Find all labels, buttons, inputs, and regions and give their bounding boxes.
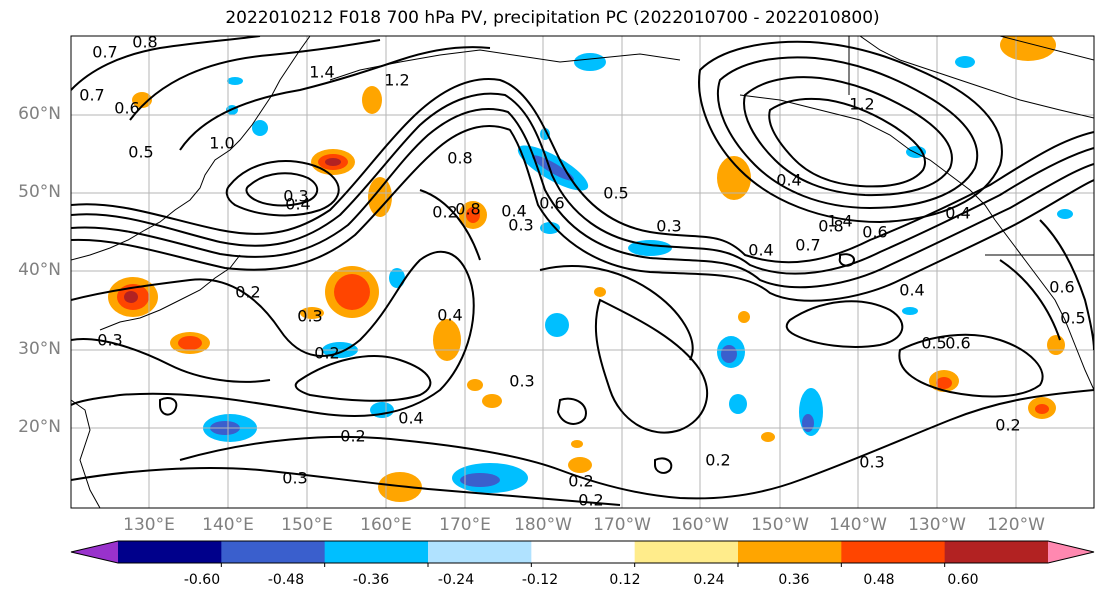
lon-label-140e: 140°E [202, 515, 254, 535]
contour-label: 1.0 [209, 133, 235, 153]
contour-label: 0.8 [132, 32, 158, 52]
colorbar-tick-label: 0.24 [693, 572, 725, 588]
contour-label: 0.4 [899, 280, 925, 300]
contour-label: 0.3 [656, 216, 682, 236]
lat-label-30n: 30°N [18, 339, 61, 359]
lon-label-170w: 170°W [593, 515, 651, 535]
contour-label: 0.4 [501, 201, 527, 221]
contour-label: 0.5 [921, 333, 947, 353]
lon-label-130e: 130°E [123, 515, 175, 535]
colorbar-tick-label: -0.12 [521, 572, 559, 588]
contour-label: 0.2 [705, 450, 731, 470]
lat-label-20n: 20°N [18, 417, 61, 437]
lon-label-160w: 160°W [671, 515, 729, 535]
contour-label: 1.4 [309, 62, 335, 82]
lon-label-170e: 170°E [439, 515, 491, 535]
contour-label: 0.3 [297, 306, 323, 326]
lat-label-50n: 50°N [18, 182, 61, 202]
lon-label-160e: 160°E [360, 515, 412, 535]
colorbar-tick-label: -0.24 [437, 572, 475, 588]
contour-label: 0.4 [437, 305, 463, 325]
contour-label: 0.6 [1049, 277, 1075, 297]
contour-label: 0.8 [447, 148, 473, 168]
lon-label-180w: 180°W [514, 515, 572, 535]
contour-label: 0.3 [859, 452, 885, 472]
contour-label: 0.2 [235, 282, 261, 302]
colorbar-tick-label: 0.60 [947, 572, 979, 588]
grid-lines [71, 36, 1094, 508]
contour-label: 0.8 [818, 216, 844, 236]
lat-label-60n: 60°N [18, 104, 61, 124]
contour-label: 0.5 [128, 142, 154, 162]
contour-label: 0.8 [455, 199, 481, 219]
lon-label-120w: 120°W [987, 515, 1045, 535]
contour-label: 0.2 [432, 202, 458, 222]
pv-contours [71, 36, 1094, 506]
contour-label: 0.7 [79, 85, 105, 105]
contour-label: 0.2 [314, 343, 340, 363]
contour-label: 0.2 [568, 471, 594, 491]
colorbar-tick-label: 0.12 [609, 572, 641, 588]
contour-label: 0.4 [285, 194, 311, 214]
contour-label: 0.6 [114, 98, 140, 118]
lon-label-140w: 140°W [829, 515, 887, 535]
lat-label-40n: 40°N [18, 260, 61, 280]
colorbar-tick-label: 0.48 [863, 572, 895, 588]
contour-label: 0.4 [748, 240, 774, 260]
lon-label-150e: 150°E [281, 515, 333, 535]
contour-label: 0.6 [862, 222, 888, 242]
contour-label: 0.2 [578, 490, 604, 510]
contour-label: 0.4 [945, 203, 971, 223]
lon-label-150w: 150°W [751, 515, 809, 535]
contour-label: 0.5 [1060, 308, 1086, 328]
contour-label: 0.3 [283, 186, 309, 206]
contour-label: 1.4 [827, 211, 853, 231]
contour-label: 1.2 [849, 94, 875, 114]
lon-label-130w: 130°W [908, 515, 966, 535]
contour-label: 0.7 [92, 42, 118, 62]
coastlines [71, 36, 1094, 508]
colorbar-tick-label: -0.48 [267, 572, 305, 588]
contour-label: 0.3 [509, 371, 535, 391]
contour-label: 0.7 [795, 235, 821, 255]
contour-label: 1.2 [384, 70, 410, 90]
contour-label: 0.3 [97, 330, 123, 350]
contour-label: 0.2 [340, 426, 366, 446]
contour-label: 0.4 [398, 408, 424, 428]
map-title: 2022010212 F018 700 hPa PV, precipitatio… [225, 8, 880, 28]
contour-label: 0.3 [508, 215, 534, 235]
colorbar-tick-label: -0.36 [352, 572, 390, 588]
colorbar-tick-label: -0.60 [183, 572, 221, 588]
contour-label: 0.6 [945, 333, 971, 353]
contour-label: 0.3 [282, 468, 308, 488]
contour-label: 0.5 [603, 183, 629, 203]
contour-label: 0.2 [995, 415, 1021, 435]
colorbar-tick-label: 0.36 [778, 572, 810, 588]
contour-label: 0.4 [776, 170, 802, 190]
contour-label: 0.6 [539, 193, 565, 213]
